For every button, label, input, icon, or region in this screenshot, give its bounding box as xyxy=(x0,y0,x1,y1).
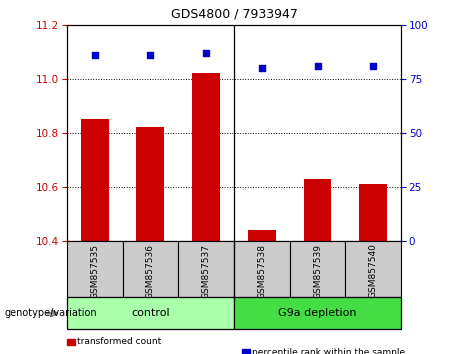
Bar xyxy=(136,127,164,241)
Text: G9a depletion: G9a depletion xyxy=(278,308,357,318)
Bar xyxy=(67,241,123,297)
Text: GSM857539: GSM857539 xyxy=(313,244,322,298)
Text: GSM857537: GSM857537 xyxy=(201,244,211,298)
Bar xyxy=(178,241,234,297)
Title: GDS4800 / 7933947: GDS4800 / 7933947 xyxy=(171,8,297,21)
Point xyxy=(314,63,321,69)
Text: control: control xyxy=(131,308,170,318)
Bar xyxy=(290,241,345,297)
Text: GSM857535: GSM857535 xyxy=(90,244,99,298)
Bar xyxy=(345,241,401,297)
Bar xyxy=(67,297,234,329)
Text: GSM857536: GSM857536 xyxy=(146,244,155,298)
Bar xyxy=(123,241,178,297)
Bar xyxy=(234,297,401,329)
Point xyxy=(258,65,266,71)
Text: GSM857540: GSM857540 xyxy=(369,244,378,298)
Bar xyxy=(248,230,276,241)
Bar xyxy=(359,184,387,241)
Bar xyxy=(81,119,109,241)
Point xyxy=(91,52,98,58)
Bar xyxy=(304,179,331,241)
Text: percentile rank within the sample: percentile rank within the sample xyxy=(252,348,405,354)
Bar xyxy=(192,73,220,241)
Text: genotype/variation: genotype/variation xyxy=(5,308,97,318)
Text: transformed count: transformed count xyxy=(77,337,161,347)
Point xyxy=(370,63,377,69)
Bar xyxy=(234,241,290,297)
Point xyxy=(202,50,210,56)
Point xyxy=(147,52,154,58)
Text: GSM857538: GSM857538 xyxy=(257,244,266,298)
